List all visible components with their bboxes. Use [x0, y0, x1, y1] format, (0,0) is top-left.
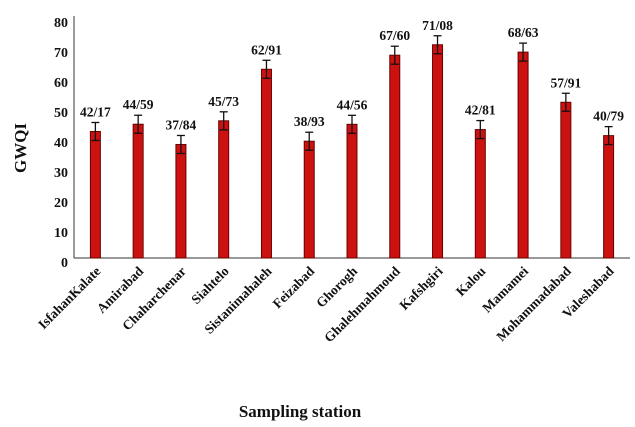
error-bar: [176, 134, 185, 155]
category-label: Mohammadabad: [493, 263, 574, 344]
error-bar: [519, 42, 528, 62]
bar: [474, 129, 486, 259]
data-label: 45/73: [208, 94, 239, 109]
category-label: Siahtelo: [188, 263, 232, 307]
error-bar: [561, 92, 570, 112]
y-tick-label: 40: [54, 136, 68, 151]
y-tick-label: 20: [54, 196, 68, 211]
data-label: 71/08: [422, 18, 453, 33]
error-bar: [91, 121, 100, 142]
error-bar: [476, 119, 485, 140]
error-bar: [604, 125, 613, 146]
y-tick-label: 30: [54, 166, 68, 181]
bar: [175, 143, 187, 259]
data-label: 67/60: [379, 28, 410, 43]
bar: [389, 54, 401, 259]
data-label: 42/81: [465, 103, 496, 118]
category-label: Ghalehmahmoud: [321, 263, 403, 345]
category-label: Feizabad: [270, 263, 318, 311]
error-bars: [91, 35, 613, 155]
data-label: 62/91: [251, 42, 282, 57]
x-axis-title: Sampling station: [239, 402, 362, 421]
bar: [603, 135, 615, 259]
bar: [132, 123, 144, 259]
y-tick-label: 80: [54, 16, 68, 31]
error-bar: [219, 111, 228, 131]
bar: [560, 101, 572, 259]
category-label: IsfahanKalate: [35, 264, 103, 332]
data-label: 40/79: [593, 109, 624, 124]
bar-series: [89, 44, 615, 259]
error-bar: [390, 45, 399, 65]
data-labels: 42/17 44/59 37/84 45/73 62/91 38/93 44/56 67/60…: [80, 18, 624, 133]
data-label: 38/93: [294, 114, 325, 129]
y-tick-label: 50: [54, 106, 68, 121]
category-label: Kalou: [453, 263, 489, 299]
error-bar: [305, 131, 314, 151]
data-label: 44/59: [123, 97, 154, 112]
y-tick-label: 0: [61, 256, 68, 271]
data-label: 37/84: [166, 117, 197, 132]
y-tick-label: 70: [54, 46, 68, 61]
bar: [346, 123, 358, 259]
error-bar: [433, 35, 442, 55]
data-label: 42/17: [80, 104, 111, 119]
bar: [432, 44, 444, 259]
bar: [517, 51, 529, 259]
error-bar: [348, 114, 356, 134]
error-bar: [262, 59, 271, 79]
data-label: 68/63: [508, 25, 539, 40]
bar: [260, 68, 272, 259]
category-label: Kafshgiri: [396, 263, 445, 312]
bar: [89, 130, 101, 259]
y-tick-label: 10: [54, 226, 68, 241]
y-axis-title: GWQI: [11, 123, 30, 173]
error-bar: [134, 114, 143, 134]
data-label: 44/56: [337, 97, 368, 112]
bar: [218, 120, 230, 259]
data-label: 57/91: [550, 75, 581, 90]
y-tick-label: 60: [54, 76, 68, 91]
y-tick-labels: 0 10 20 30 40 50 60 70 80: [54, 16, 68, 271]
bar: [303, 140, 315, 259]
